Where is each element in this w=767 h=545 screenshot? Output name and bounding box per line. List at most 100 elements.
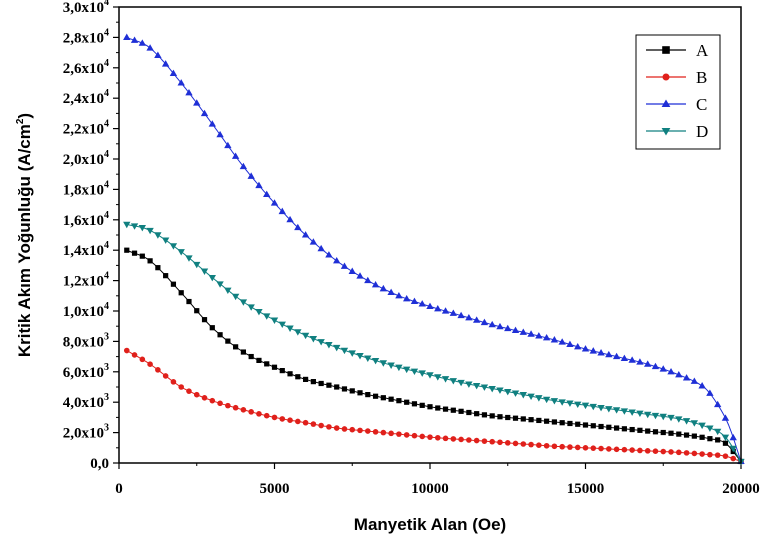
series-a-point [668, 430, 674, 436]
series-d-point [294, 329, 302, 336]
series-c-point [698, 382, 706, 389]
series-b-point [714, 452, 721, 458]
series-b-point [442, 435, 449, 442]
series-d-point [566, 400, 574, 407]
legend-marker-d [661, 127, 671, 136]
series-b-point [365, 428, 371, 434]
series-d-point [644, 411, 652, 419]
series-b-point [372, 429, 379, 435]
series-c-point [224, 141, 232, 149]
series-b-point [193, 391, 200, 398]
series-a-point [699, 434, 705, 440]
series-d-point [504, 389, 512, 396]
series-b-point [225, 402, 231, 409]
series-d-point [441, 376, 450, 383]
series-d-point [278, 321, 286, 329]
series-a-point [512, 415, 519, 421]
series-c-point [185, 88, 193, 96]
y-tick-label: 1,8x104 [63, 179, 109, 198]
series-d-point [636, 410, 644, 418]
y-tick-exponent: 4 [104, 240, 109, 251]
series-d-point [395, 364, 403, 372]
legend-marker-c [661, 99, 671, 108]
series-c-point [651, 362, 660, 370]
series-c-point [231, 152, 240, 159]
series-a-point [124, 247, 130, 253]
series-d-point [480, 384, 489, 391]
series-a-point [489, 413, 495, 419]
series-d-point [706, 425, 714, 432]
series-c-point [301, 231, 310, 238]
series-b-point [722, 453, 729, 459]
series-d-point [402, 366, 411, 374]
series-c-point [441, 307, 450, 314]
y-tick-exponent: 4 [104, 301, 109, 312]
series-b-point [590, 445, 597, 451]
series-d-point [472, 383, 481, 390]
series-d-point [231, 293, 240, 301]
series-c-point [636, 358, 644, 365]
series-b-point [559, 443, 565, 450]
y-tick-label: 8,0x103 [63, 331, 109, 350]
y-tick-exponent: 3 [104, 392, 109, 403]
legend-label-d: D [696, 122, 708, 141]
series-a-point [279, 368, 285, 374]
series-c-point [130, 36, 139, 43]
series-b-point [707, 451, 713, 458]
series-a-point [715, 437, 721, 443]
y-tick-base: 2,6x10 [63, 61, 104, 77]
series-d-point [333, 344, 341, 352]
y-tick-exponent: 4 [104, 88, 109, 99]
series-a-point [575, 421, 581, 427]
y-tick-base: 2,4x10 [63, 91, 104, 107]
series-c-point [247, 172, 255, 179]
series-a-point [264, 361, 270, 367]
series-b-point [699, 451, 705, 457]
series-a-point [442, 406, 449, 412]
series-c-point [581, 345, 590, 352]
series-b-point [155, 367, 161, 373]
series-b-point [388, 430, 394, 437]
series-c-point [410, 297, 419, 305]
series-a-point [256, 357, 262, 363]
series-a-point [427, 404, 433, 410]
series-b-point [466, 437, 472, 443]
series-d-point [620, 408, 629, 415]
series-d-point [511, 390, 520, 397]
y-tick-label: 2,2x104 [63, 119, 109, 138]
series-d-point [286, 325, 294, 332]
series-d-point [535, 395, 543, 402]
series-d-point [340, 347, 349, 355]
y-tick-base: 6,0x10 [63, 365, 104, 381]
y-axis-title-sup: 2 [15, 118, 26, 124]
series-d-point [667, 414, 675, 422]
x-tick-label: 0 [115, 481, 123, 497]
series-a-point [209, 325, 215, 331]
series-a-point [474, 411, 480, 417]
series-d-point [519, 392, 527, 399]
series-b-point [217, 400, 223, 407]
series-b-point [232, 404, 239, 411]
series-c-point [667, 367, 675, 375]
y-tick-exponent: 4 [104, 271, 109, 282]
y-tick-base: 1,2x10 [63, 274, 104, 290]
series-b-point [209, 397, 216, 404]
series-d-point [309, 336, 318, 343]
series-c-point [644, 360, 652, 367]
series-d-point [488, 385, 496, 393]
series-d-point [387, 362, 395, 369]
series-d-point [371, 357, 380, 365]
series-b-point [434, 434, 441, 441]
series-a-point [163, 273, 169, 279]
series-a-point [372, 393, 379, 399]
series-b-point [683, 450, 690, 456]
series-a-point [388, 396, 394, 402]
series-d-point [200, 268, 209, 275]
y-tick-base: 2,0x10 [63, 152, 104, 168]
series-c-point [488, 320, 496, 328]
series-d-point [224, 287, 232, 295]
series-c-point [371, 280, 380, 288]
series-c-point [690, 377, 699, 384]
series-d-point [130, 223, 139, 230]
legend-marker-a [662, 46, 670, 54]
